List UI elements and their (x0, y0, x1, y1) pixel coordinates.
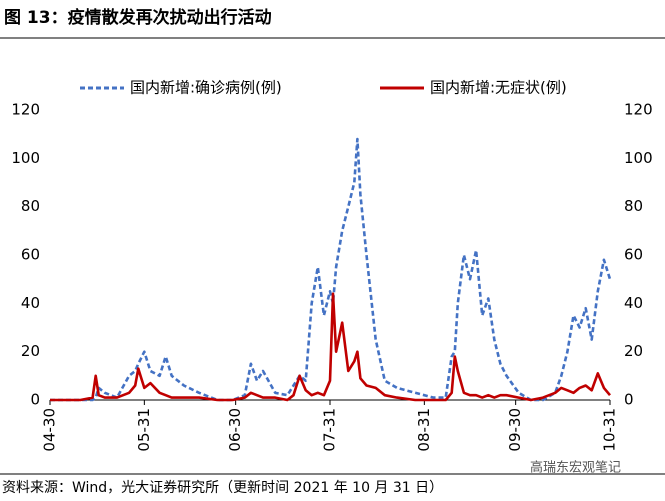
x-tick-label: 04-30 (41, 408, 59, 452)
y2-tick-label: 40 (624, 294, 643, 312)
y-tick-label: 100 (11, 149, 40, 167)
watermark: 高瑞东宏观笔记 (530, 460, 621, 476)
series-line (50, 292, 611, 402)
y2-tick-label: 60 (624, 246, 643, 264)
y2-tick-label: 120 (624, 101, 653, 119)
legend-label: 国内新增:无症状(例) (430, 79, 567, 97)
legend-label: 国内新增:确诊病例(例) (130, 79, 282, 97)
x-tick-label: 07-31 (321, 408, 339, 452)
y2-tick-label: 100 (624, 149, 653, 167)
y2-tick-label: 20 (624, 342, 643, 360)
x-tick-label: 09-30 (506, 408, 524, 452)
x-tick-label: 06-30 (226, 408, 244, 452)
y-tick-label: 60 (21, 246, 40, 264)
y-tick-label: 40 (21, 294, 40, 312)
x-tick-label: 05-31 (135, 408, 153, 452)
x-tick-label: 10-31 (601, 408, 619, 452)
y-tick-label: 120 (11, 101, 40, 119)
y2-tick-label: 80 (624, 197, 643, 215)
source-note: 资料来源：Wind，光大证券研究所（更新时间 2021 年 10 月 31 日） (2, 480, 443, 496)
series-line (50, 137, 612, 402)
chart-title: 图 13：疫情散发再次扰动出行活动 (4, 7, 272, 28)
y-tick-label: 20 (21, 342, 40, 360)
x-tick-label: 08-31 (415, 408, 433, 452)
y2-tick-label: 0 (624, 391, 634, 409)
y-tick-label: 80 (21, 197, 40, 215)
y-tick-label: 0 (30, 391, 40, 409)
